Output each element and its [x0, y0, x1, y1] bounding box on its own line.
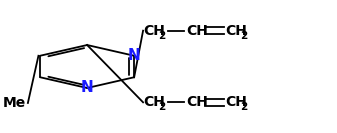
- Text: 2: 2: [241, 102, 248, 112]
- Text: CH: CH: [225, 95, 247, 109]
- Text: N: N: [128, 48, 141, 63]
- Text: CH: CH: [186, 95, 208, 109]
- Text: CH: CH: [143, 95, 165, 109]
- Text: 2: 2: [158, 102, 165, 112]
- Text: CH: CH: [186, 24, 208, 38]
- Text: 2: 2: [241, 31, 248, 41]
- Text: CH: CH: [143, 24, 165, 38]
- Text: 2: 2: [158, 31, 165, 41]
- Text: Me: Me: [3, 96, 26, 110]
- Text: CH: CH: [225, 24, 247, 38]
- Text: N: N: [81, 80, 93, 95]
